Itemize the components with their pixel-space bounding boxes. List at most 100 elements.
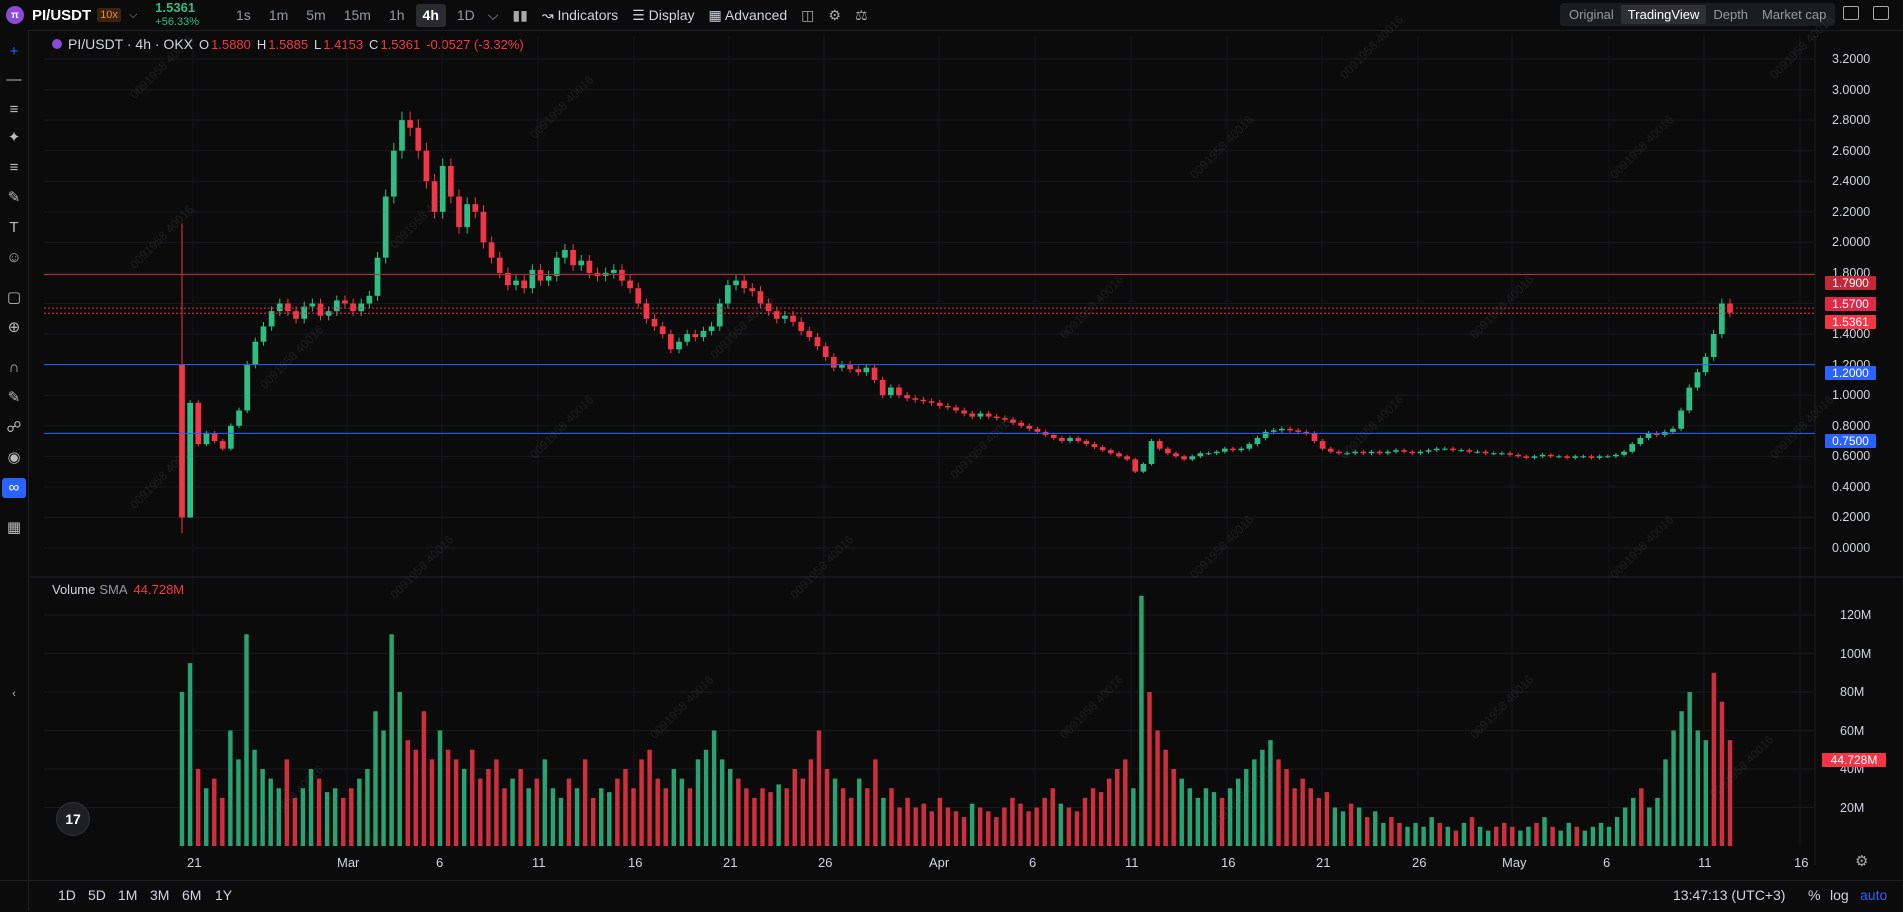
volume-bar: [518, 769, 523, 846]
tab-depth[interactable]: Depth: [1713, 7, 1749, 22]
volume-bar: [566, 778, 572, 846]
volume-bar: [1614, 817, 1620, 846]
candle: [1018, 422, 1025, 426]
clock[interactable]: 13:47:13 (UTC+3): [1673, 887, 1786, 903]
watermark: 0091958 40016: [707, 292, 777, 362]
price-tag: 1.2000: [1825, 366, 1876, 380]
tab-tradingview[interactable]: TradingView: [1620, 5, 1707, 24]
pencil-lock-icon[interactable]: ✎: [7, 389, 21, 406]
candle: [513, 280, 519, 286]
candle: [936, 402, 943, 406]
volume-bar: [1590, 826, 1596, 846]
scale-icon[interactable]: ⚖: [854, 6, 868, 23]
volume-bar: [179, 692, 185, 846]
emoji-icon[interactable]: ☺: [6, 249, 22, 266]
range-3m[interactable]: 3M: [150, 887, 170, 903]
range-1y[interactable]: 1Y: [215, 887, 233, 903]
link-icon[interactable]: ∞: [2, 478, 26, 498]
watermark: 0091958 40016: [1607, 112, 1677, 182]
volume-bar: [1558, 830, 1563, 846]
display-button[interactable]: ☰ Display: [632, 7, 694, 24]
candle: [1287, 428, 1293, 431]
zoom-icon[interactable]: ⊕: [7, 319, 21, 336]
candle: [945, 405, 951, 408]
percent-toggle[interactable]: %: [1808, 887, 1821, 903]
volume-bar: [1090, 788, 1096, 846]
trend-line-icon[interactable]: —: [6, 71, 22, 88]
fib-icon[interactable]: ≡: [9, 101, 19, 118]
candle-type-icon[interactable]: ▮▮: [512, 6, 528, 23]
eye-icon[interactable]: ◉: [7, 449, 21, 466]
tf-1m[interactable]: 1m: [268, 6, 289, 23]
volume-bar: [244, 634, 249, 846]
volume-bar: [1679, 711, 1684, 846]
tab-market-cap[interactable]: Market cap: [1762, 7, 1827, 22]
ruler-icon[interactable]: ▢: [6, 289, 22, 306]
volume-bar: [736, 778, 741, 846]
auto-toggle[interactable]: auto: [1860, 887, 1888, 903]
volume-bar: [1671, 730, 1676, 846]
volume-bar: [1348, 803, 1354, 846]
candle: [1083, 441, 1090, 445]
candle: [1572, 456, 1579, 458]
fullscreen-icon[interactable]: [1873, 6, 1889, 20]
lock-icon[interactable]: ☍: [6, 419, 22, 436]
gear-icon[interactable]: ⚙: [828, 6, 841, 23]
candle: [806, 331, 813, 338]
volume-bar: [1179, 778, 1184, 846]
high-value: 1.5885: [268, 36, 309, 52]
text-icon[interactable]: T: [9, 219, 19, 236]
candle: [1539, 454, 1546, 457]
tradingview-logo[interactable]: 17: [56, 802, 90, 836]
tab-original[interactable]: Original: [1569, 7, 1614, 22]
range-6m[interactable]: 6M: [182, 887, 202, 903]
indicators-label: Indicators: [557, 6, 619, 23]
chevron-down-icon[interactable]: ⌵: [128, 8, 138, 21]
candle: [1556, 456, 1562, 458]
tf-5m[interactable]: 5m: [306, 6, 326, 23]
pattern-icon[interactable]: ✦: [7, 129, 21, 146]
range-1d[interactable]: 1D: [58, 887, 76, 903]
settings-gear-icon[interactable]: ⚙: [1855, 853, 1869, 870]
time-tick-label: Mar: [337, 855, 360, 870]
indicators-button[interactable]: ↝ Indicators: [542, 7, 618, 24]
symbol-dot-icon: [52, 39, 62, 49]
volume-bar: [776, 784, 781, 846]
chevron-down-icon[interactable]: ⌵: [487, 6, 499, 23]
magnet-icon[interactable]: ∩: [8, 359, 20, 376]
price-tick-label: 0.4000: [1832, 479, 1871, 494]
trash-icon[interactable]: ▦: [6, 519, 22, 536]
snapshot-icon[interactable]: ◫: [801, 6, 815, 23]
tf-1s[interactable]: 1s: [236, 6, 251, 23]
watermark: 0091958 40016: [527, 72, 597, 142]
volume-bar: [220, 797, 225, 846]
volume-bar: [1276, 759, 1281, 846]
collapse-icon[interactable]: ‹: [12, 688, 16, 700]
volume-bar: [607, 792, 612, 846]
range-5d[interactable]: 5D: [88, 887, 106, 903]
tf-4h[interactable]: 4h: [415, 3, 446, 27]
chart-tools: ▮▮ ↝ Indicators ☰ Display ▦ Advanced ◫ ⚙…: [512, 7, 867, 24]
symbol-name[interactable]: PI/USDT: [32, 6, 92, 24]
log-toggle[interactable]: log: [1830, 887, 1849, 903]
crosshair-icon[interactable]: +: [9, 43, 19, 60]
candle: [586, 260, 593, 273]
tf-15m[interactable]: 15m: [343, 6, 371, 23]
volume-bar: [357, 778, 362, 846]
range-1m[interactable]: 1M: [118, 887, 138, 903]
candle: [1148, 441, 1155, 464]
window-icon[interactable]: [1843, 6, 1859, 20]
brush-icon[interactable]: ✎: [7, 189, 21, 206]
candle: [317, 303, 324, 316]
volume-bar: [316, 778, 322, 846]
leverage-badge[interactable]: 10x: [97, 8, 121, 22]
projection-icon[interactable]: ≡: [9, 159, 19, 176]
tf-1h[interactable]: 1h: [388, 6, 405, 23]
candle: [1213, 451, 1220, 454]
candle: [562, 250, 568, 258]
tf-1d[interactable]: 1D: [456, 6, 475, 23]
volume-tick-label: 60M: [1840, 723, 1865, 738]
advanced-button[interactable]: ▦ Advanced: [709, 7, 788, 24]
candle: [219, 441, 226, 449]
